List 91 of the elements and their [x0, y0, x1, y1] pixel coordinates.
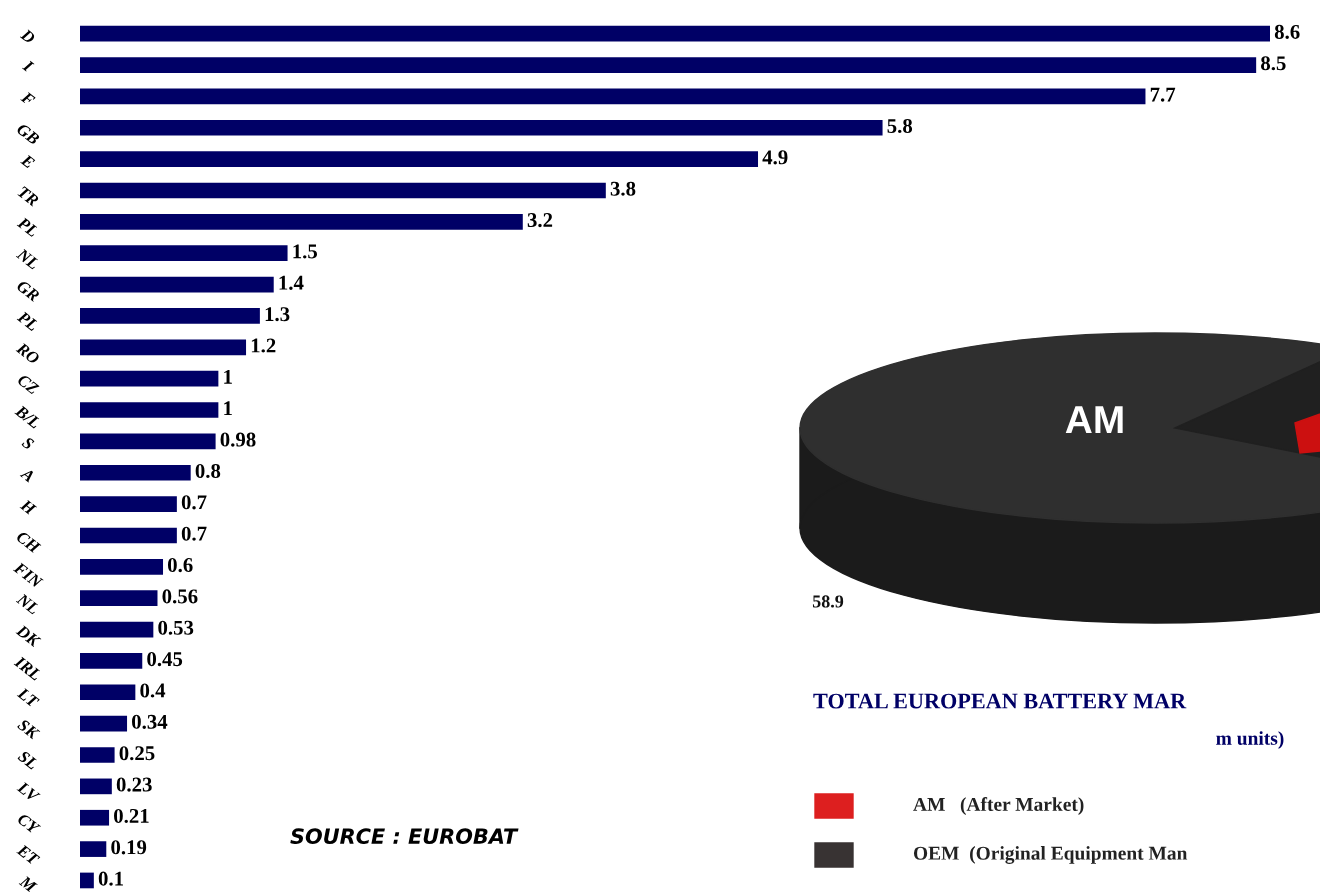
bar [80, 214, 523, 230]
y-tick-label: CY [16, 812, 41, 836]
bar [80, 25, 1270, 42]
annotation: SOURCE : EUROBAT [290, 828, 519, 845]
data-label: 7.7 [1150, 87, 1176, 102]
bar [80, 496, 177, 512]
bar [80, 684, 136, 701]
y-tick-label: D [19, 28, 36, 45]
data-label: 1 [224, 401, 232, 416]
data-label: 0.8 [195, 463, 221, 479]
y-tick-label: GR [15, 279, 41, 302]
annotation: 58.9 [812, 595, 844, 608]
y-tick-label: CH [15, 530, 42, 555]
y-tick-label: E [20, 153, 36, 169]
data-label: 0.98 [220, 432, 256, 447]
y-tick-label: FIN [13, 561, 44, 589]
data-label: 1.2 [251, 338, 276, 353]
bar [80, 653, 143, 669]
data-label: 0.34 [132, 714, 168, 729]
bar [80, 433, 216, 450]
bar [80, 182, 606, 199]
bar [80, 715, 128, 732]
data-label: 3.8 [610, 181, 636, 196]
y-tick-label: F [20, 91, 36, 107]
data-label: 0.21 [114, 808, 149, 824]
bar [80, 57, 1257, 73]
data-label: 0.23 [116, 777, 152, 792]
data-label: 0.7 [181, 495, 207, 510]
y-tick-label: SL [17, 749, 39, 770]
data-label: 0.45 [147, 652, 183, 667]
bar [80, 809, 110, 826]
bar [80, 151, 759, 167]
data-label: 3.2 [527, 213, 553, 228]
data-label: 8.5 [1261, 56, 1286, 71]
data-label: 0.1 [98, 871, 123, 886]
bar [80, 778, 112, 795]
bar [80, 590, 158, 607]
data-label: 4.9 [762, 150, 788, 165]
y-tick-label: DK [15, 624, 42, 648]
y-tick-label: LT [16, 686, 40, 709]
y-tick-label: M [18, 875, 38, 893]
bar [80, 558, 164, 575]
y-tick-label: PL [16, 310, 39, 332]
data-label: 1 [224, 369, 232, 384]
data-label: 1.4 [279, 275, 304, 290]
y-tick-label: SK [16, 718, 41, 741]
y-tick-label: A [19, 466, 36, 483]
y-tick-label: RO [15, 341, 41, 365]
bar [80, 527, 177, 544]
bar [80, 872, 94, 889]
y-tick-label: CZ [16, 373, 40, 395]
data-label: 1.3 [265, 307, 290, 322]
y-tick-label: I [22, 59, 35, 73]
annotation: AM [1065, 406, 1123, 434]
text: m units) [1216, 731, 1284, 749]
y-tick-label: S [21, 436, 35, 451]
y-tick-label: ET [16, 843, 41, 866]
data-label: 0.19 [111, 840, 147, 855]
y-tick-label: B/L [14, 404, 42, 429]
bar [80, 841, 107, 857]
data-label: 0.53 [158, 620, 194, 635]
y-tick-label: LV [16, 781, 41, 804]
data-label: 0.4 [140, 683, 166, 698]
bar [80, 119, 883, 136]
y-tick-label: NL [15, 592, 40, 615]
annotation: OEM (Original Equipment Man [913, 846, 1188, 864]
bar [80, 88, 1146, 105]
data-label: 5.8 [887, 118, 913, 134]
bar [80, 370, 219, 387]
y-tick-label: NL [15, 247, 40, 270]
bar [80, 245, 288, 262]
data-label: 0.6 [167, 557, 193, 573]
bar [80, 402, 219, 418]
y-tick-label: H [19, 498, 37, 516]
data-label: 0.56 [162, 589, 198, 604]
bar [80, 308, 260, 324]
y-tick-label: TR [17, 185, 40, 207]
data-label: 0.25 [119, 746, 155, 761]
annotation: AM (After Market) [913, 797, 1084, 815]
bar [80, 621, 154, 638]
y-tick-label: IRL [13, 655, 42, 681]
data-label: 0.7 [181, 526, 207, 541]
bar [80, 747, 115, 763]
data-label: 8.6 [1274, 24, 1300, 39]
bar [80, 464, 191, 481]
bar [80, 276, 274, 293]
y-tick-label: GB [15, 122, 41, 146]
text: TOTAL EUROPEAN BATTERY MAR [813, 693, 1187, 709]
y-tick-label: PL [16, 216, 39, 238]
data-label: 1.5 [293, 244, 317, 259]
bar [80, 339, 247, 356]
